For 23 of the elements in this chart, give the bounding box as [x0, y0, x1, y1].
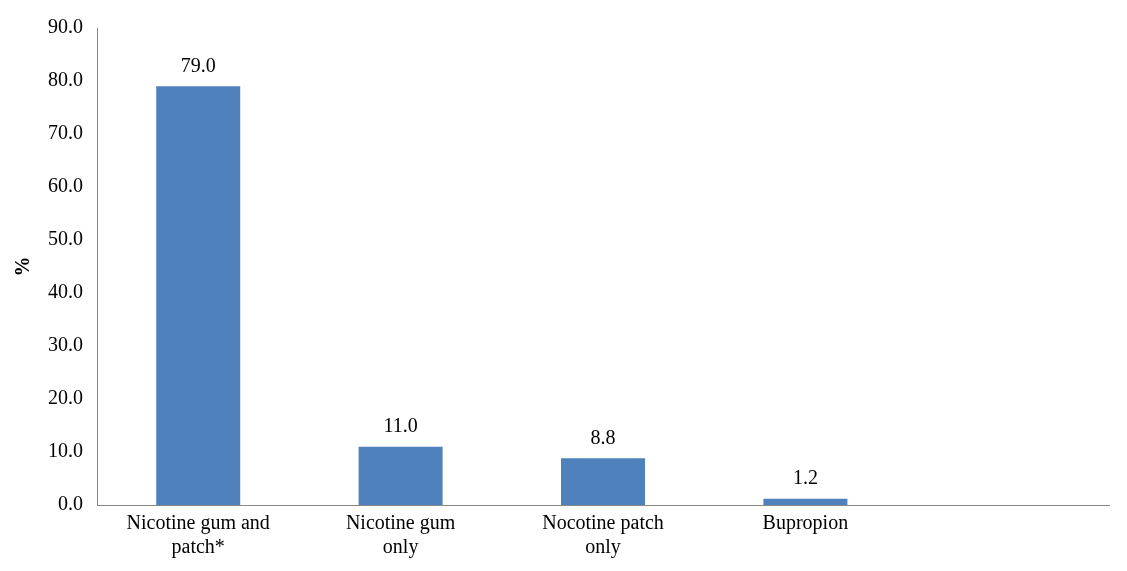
y-tick-label: 40.0	[48, 280, 83, 303]
y-tick-label: 0.0	[58, 492, 83, 515]
data-label: 1.2	[792, 465, 818, 488]
x-tick-label: Nicotine gum only	[345, 511, 456, 559]
bar	[358, 446, 443, 505]
x-tick-label: Nocotine patch only	[542, 511, 664, 559]
data-label: 11.0	[383, 413, 418, 436]
y-tick-label: 90.0	[48, 15, 83, 38]
y-tick-label: 30.0	[48, 333, 83, 356]
y-tick-label: 50.0	[48, 227, 83, 250]
bar	[561, 458, 645, 505]
bar	[156, 86, 241, 505]
y-tick-label: 20.0	[48, 386, 83, 409]
x-tick-label: Nicotine gum and patch*	[126, 511, 270, 559]
bar	[763, 498, 848, 505]
x-tick-label: Bupropion	[762, 511, 849, 535]
y-axis-title: %	[11, 256, 34, 277]
data-label: 8.8	[590, 425, 616, 448]
y-tick-label: 10.0	[48, 439, 83, 462]
y-tick-label: 60.0	[48, 174, 83, 197]
y-tick-label: 70.0	[48, 121, 83, 144]
y-tick-label: 80.0	[48, 68, 83, 91]
data-label: 79.0	[180, 53, 216, 76]
